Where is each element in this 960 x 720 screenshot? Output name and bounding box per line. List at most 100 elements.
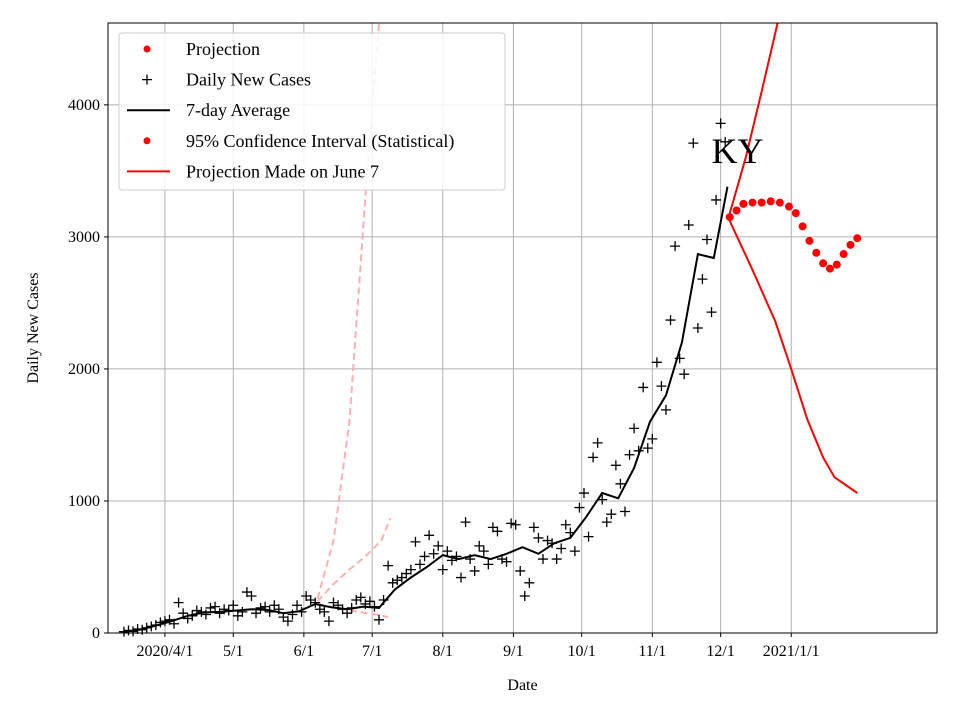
daily-case-point <box>437 564 448 575</box>
x-tick-label: 8/1 <box>433 643 453 660</box>
daily-case-point <box>310 597 321 608</box>
daily-case-point <box>419 551 430 562</box>
legend-entry: 7-day Average <box>127 100 290 120</box>
daily-case-point <box>592 437 603 448</box>
daily-case-point <box>442 546 453 557</box>
confidence-interval <box>728 23 858 494</box>
daily-case-point <box>387 577 398 588</box>
daily-case-point <box>478 546 489 557</box>
daily-case-point <box>588 452 599 463</box>
daily-case-point <box>223 605 234 616</box>
projection-point <box>805 236 814 245</box>
daily-case-point <box>574 502 585 513</box>
daily-case-point <box>205 602 216 613</box>
legend: Projection Daily New Cases 7-day Average 95… <box>118 32 506 191</box>
projection-point <box>832 260 841 269</box>
legend-box <box>118 32 506 191</box>
x-axis-label: Date <box>507 677 537 694</box>
daily-case-point <box>282 616 293 627</box>
x-tick-label: 12/1 <box>706 643 734 660</box>
daily-case-point <box>292 600 303 611</box>
x-tick-label: 2020/4/1 <box>136 643 193 660</box>
daily-case-point <box>542 535 553 546</box>
daily-case-point <box>533 532 544 543</box>
projection-point <box>853 234 862 243</box>
daily-case-point <box>519 591 530 602</box>
projection-point <box>784 202 793 211</box>
projection-point <box>825 264 834 273</box>
daily-case-point <box>415 559 426 570</box>
ci-lower-line <box>728 220 858 494</box>
daily-new-cases <box>118 118 731 637</box>
seven-day-average <box>123 186 729 633</box>
june-projection-middle <box>316 517 392 602</box>
projection-point <box>791 209 800 218</box>
daily-case-point <box>369 601 380 612</box>
daily-case-point <box>342 608 353 619</box>
daily-case-point <box>706 307 717 318</box>
daily-case-point <box>465 554 476 565</box>
daily-case-point <box>506 518 517 529</box>
daily-case-point <box>155 617 166 628</box>
daily-case-point <box>578 488 589 499</box>
x-tick-label: 7/1 <box>362 643 382 660</box>
daily-case-point <box>273 604 284 615</box>
daily-case-point <box>547 538 558 549</box>
x-axis-ticks: 2020/4/1 5/1 6/1 7/1 8/1 9/1 10/1 11/1 12/1 2021/… <box>136 633 820 660</box>
daily-case-point <box>355 592 366 603</box>
legend-label: Daily New Cases <box>186 70 311 90</box>
legend-label: Projection Made on June 7 <box>186 161 379 181</box>
legend-entry: Projection <box>143 39 260 59</box>
daily-case-point <box>483 559 494 570</box>
daily-case-point <box>606 509 617 520</box>
legend-entry: Projection Made on June 7 <box>127 161 379 181</box>
daily-case-point <box>560 519 571 530</box>
x-tick-label: 5/1 <box>223 643 243 660</box>
daily-case-point <box>237 606 248 617</box>
daily-case-point <box>128 626 139 637</box>
legend-dot-marker <box>143 137 151 145</box>
daily-case-point <box>501 556 512 567</box>
daily-case-point <box>246 591 257 602</box>
daily-case-point <box>146 621 157 632</box>
daily-case-point <box>410 536 421 547</box>
projection-point <box>757 198 766 207</box>
legend-entry: Daily New Cases <box>142 70 311 90</box>
chart-annotation: KY <box>712 131 764 171</box>
daily-case-point <box>715 118 726 129</box>
daily-case-point <box>305 594 316 605</box>
daily-case-point <box>569 546 580 557</box>
legend-label: 7-day Average <box>186 100 290 120</box>
y-axis-ticks: 0 1000 2000 3000 4000 <box>68 97 108 642</box>
daily-case-point <box>660 404 671 415</box>
daily-case-point <box>492 526 503 537</box>
daily-case-point <box>497 554 508 565</box>
projection-point <box>819 259 828 268</box>
projection-point <box>732 206 741 215</box>
daily-case-point <box>619 506 630 517</box>
projection-point <box>766 197 775 206</box>
daily-case-point <box>314 604 325 615</box>
daily-case-point <box>123 625 134 636</box>
daily-case-point <box>364 596 375 607</box>
daily-case-point <box>182 613 193 624</box>
daily-case-point <box>692 323 703 333</box>
daily-case-point <box>323 616 334 627</box>
daily-case-point <box>615 478 626 489</box>
daily-case-point <box>374 614 385 625</box>
legend-plus-marker <box>142 74 152 85</box>
daily-case-point <box>665 315 676 326</box>
daily-case-point <box>656 381 667 392</box>
daily-case-point <box>633 445 644 456</box>
seven-day-average-line <box>123 186 729 633</box>
daily-case-point <box>141 622 152 633</box>
daily-case-point <box>178 608 189 619</box>
y-tick-label: 4000 <box>68 97 100 114</box>
daily-case-point <box>451 551 462 562</box>
plot-frame <box>107 22 938 634</box>
daily-case-point <box>360 598 371 609</box>
daily-case-point <box>378 594 389 605</box>
projection-point <box>846 240 855 249</box>
daily-case-point <box>638 382 649 393</box>
daily-case-point <box>679 369 690 380</box>
